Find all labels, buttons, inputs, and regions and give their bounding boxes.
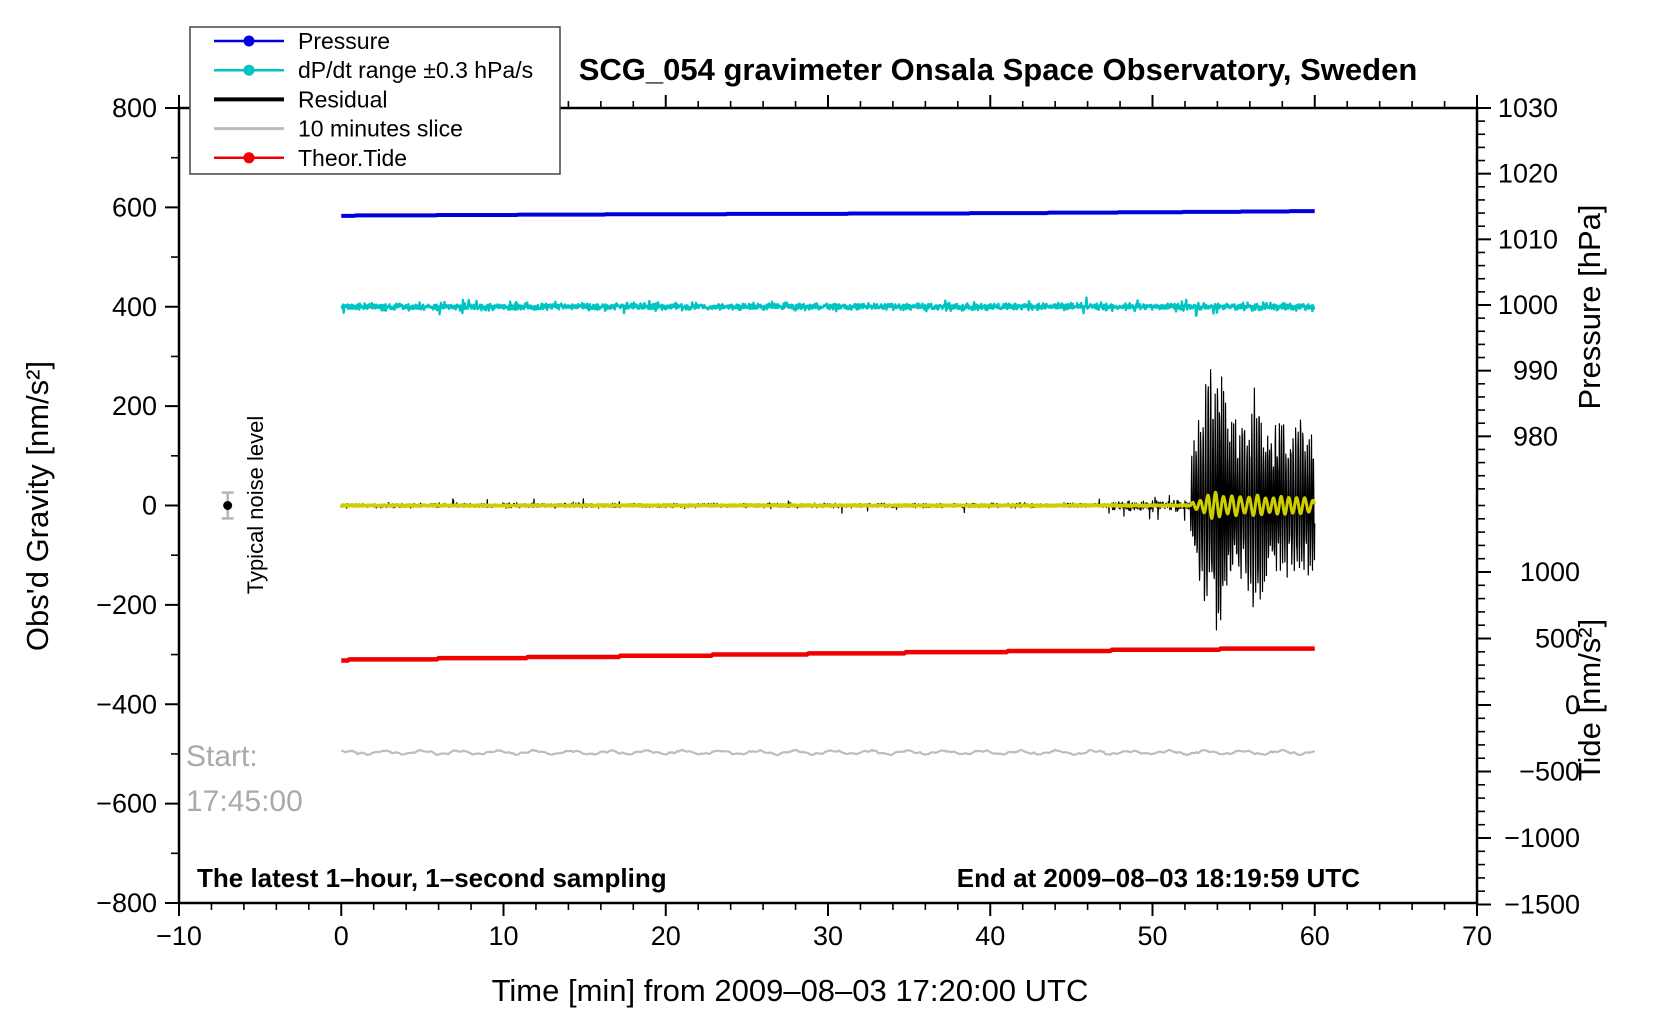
x-tick-label: 70 xyxy=(1462,921,1492,951)
legend-box: Pressure dP/dt range ±0.3 hPa/s Residual 10… xyxy=(189,26,561,175)
pressure-tick-label: 1010 xyxy=(1498,224,1558,254)
legend-item-label: dP/dt range ±0.3 hPa/s xyxy=(298,57,533,83)
x-tick-label: −10 xyxy=(156,921,202,951)
x-tick-label: 50 xyxy=(1137,921,1167,951)
sampling-annotation: The latest 1–hour, 1–second sampling xyxy=(197,863,667,893)
pressure-tick-label: 1030 xyxy=(1498,93,1558,123)
tide-tick-label: −1000 xyxy=(1504,823,1580,853)
noise-dot xyxy=(223,501,233,510)
pressure-tick-label: 980 xyxy=(1513,421,1558,451)
tide-tick-label: 0 xyxy=(1565,690,1580,720)
data-series xyxy=(339,209,1317,757)
tide-tick-label: −1500 xyxy=(1504,890,1580,920)
series-residual xyxy=(340,368,1316,631)
legend-sample-dot xyxy=(243,152,255,164)
y-left-tick-label: 600 xyxy=(112,192,157,222)
typical-noise-level-label: Typical noise level xyxy=(243,416,268,595)
tide-tick-label: 1000 xyxy=(1520,557,1580,587)
tide-tick-label: 500 xyxy=(1535,624,1580,654)
series-pressure xyxy=(340,209,1316,218)
legend-item-label: Pressure xyxy=(298,28,390,54)
pressure-tick-label: 990 xyxy=(1513,356,1558,386)
y-left-tick-label: 800 xyxy=(112,93,157,123)
series-dp-dt-range-0-3-hpa-s xyxy=(340,296,1316,317)
y-left-tick-label: −800 xyxy=(96,888,157,918)
tide-tick-label: −500 xyxy=(1519,757,1580,787)
x-tick-label: 10 xyxy=(488,921,518,951)
series-10-minutes-slice xyxy=(341,748,1316,757)
start-label-line1: Start: xyxy=(186,740,258,773)
pressure-tick-label: 1020 xyxy=(1498,159,1558,189)
pressure-tick-label: 1000 xyxy=(1498,290,1558,320)
y-left-tick-label: −400 xyxy=(96,689,157,719)
y-left-tick-label: 200 xyxy=(112,391,157,421)
series-theor-tide xyxy=(340,646,1316,663)
noise-marker xyxy=(221,491,234,520)
y-left-tick-label: 400 xyxy=(112,292,157,322)
legend-item-label: Theor.Tide xyxy=(298,145,407,171)
start-label-line2: 17:45:00 xyxy=(186,785,303,818)
series-residual-smoothed xyxy=(339,490,1317,520)
y-left-axis-title: Obs'd Gravity [nm/s²] xyxy=(20,361,55,651)
legend-sample-dot xyxy=(243,35,255,47)
axis-ticks: −10 0 10 20 30 40 50 60 708006004002000−200−400−… xyxy=(96,93,1580,951)
x-tick-label: 0 xyxy=(334,921,349,951)
y-left-tick-label: −600 xyxy=(96,789,157,819)
y-left-tick-label: 0 xyxy=(142,491,157,521)
plot-title: SCG_054 gravimeter Onsala Space Observat… xyxy=(579,52,1418,87)
legend-item-label: Residual xyxy=(298,86,388,112)
legend-item-label: 10 minutes slice xyxy=(298,116,463,142)
y-left-tick-label: −200 xyxy=(96,590,157,620)
end-time-annotation: End at 2009–08–03 18:19:59 UTC xyxy=(957,863,1360,893)
x-tick-label: 40 xyxy=(975,921,1005,951)
x-tick-label: 20 xyxy=(651,921,681,951)
tide-axis-title: Tide [nm/s²] xyxy=(1572,619,1607,782)
x-axis-title: Time [min] from 2009–08–03 17:20:00 UTC xyxy=(492,973,1089,1008)
pressure-axis-title: Pressure [hPa] xyxy=(1572,204,1607,409)
x-tick-label: 30 xyxy=(813,921,843,951)
x-tick-label: 60 xyxy=(1300,921,1330,951)
legend-sample-dot xyxy=(243,64,255,76)
